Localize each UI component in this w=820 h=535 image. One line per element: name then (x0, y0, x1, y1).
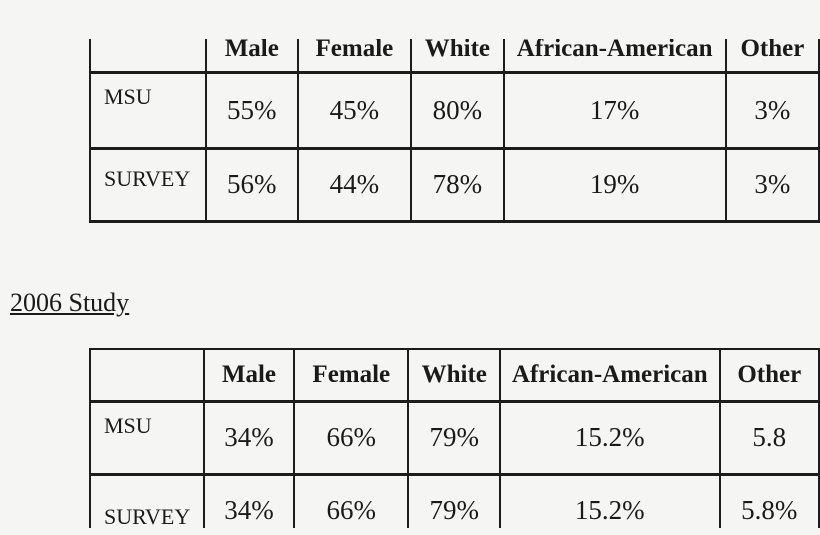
cell-msu-male: 55% (204, 72, 299, 150)
cell-survey-female: 66% (293, 474, 410, 528)
column-header-other: Other (724, 39, 820, 74)
column-header-male: Male (202, 348, 296, 403)
row-label-msu: MSU (89, 72, 207, 150)
table-row-survey: SURVEY 56% 44% 78% 19% 3% (89, 148, 820, 223)
column-header-female: Female (296, 39, 413, 74)
row-label-survey: SURVEY (89, 148, 207, 223)
column-header-african-american: African-American (499, 348, 721, 403)
cell-msu-female: 66% (293, 401, 410, 476)
cell-msu-white: 79% (407, 401, 502, 476)
column-header-white: White (407, 348, 502, 403)
row-label-survey: SURVEY (89, 474, 205, 528)
top-demographics-table-container: Male Female White African-American Other… (89, 39, 820, 224)
cell-msu-white: 80% (410, 72, 505, 150)
column-header-male: Male (204, 39, 299, 74)
section-heading-2006-study: 2006 Study (10, 288, 130, 317)
cell-msu-other: 5.8 (718, 401, 820, 476)
cell-msu-other: 3% (724, 72, 820, 150)
cell-survey-white: 79% (407, 474, 502, 528)
cell-survey-other: 3% (724, 148, 820, 223)
column-header-female: Female (293, 348, 410, 403)
study-2006-table-container: Male Female White African-American Other… (89, 348, 820, 528)
table-row-header: Male Female White African-American Other (89, 348, 820, 403)
study-2006-table: Male Female White African-American Other… (89, 348, 820, 528)
corner-cell (89, 348, 205, 403)
cell-msu-female: 45% (296, 72, 413, 150)
column-header-white: White (410, 39, 505, 74)
corner-cell (89, 39, 207, 74)
top-demographics-table: Male Female White African-American Other… (89, 39, 820, 223)
cell-msu-male: 34% (202, 401, 296, 476)
cell-msu-african-american: 15.2% (499, 401, 721, 476)
cell-survey-white: 78% (410, 148, 505, 223)
table-row-msu: MSU 34% 66% 79% 15.2% 5.8 (89, 401, 820, 476)
cell-survey-african-american: 15.2% (499, 474, 721, 528)
cell-survey-male: 34% (202, 474, 296, 528)
cell-survey-other: 5.8% (718, 474, 820, 528)
column-header-other: Other (718, 348, 820, 403)
cell-survey-african-american: 19% (502, 148, 727, 223)
cell-survey-female: 44% (296, 148, 413, 223)
column-header-african-american: African-American (502, 39, 727, 74)
table-row-header: Male Female White African-American Other (89, 39, 820, 74)
cell-survey-male: 56% (204, 148, 299, 223)
table-row-survey: SURVEY 34% 66% 79% 15.2% 5.8% (89, 474, 820, 528)
table-row-msu: MSU 55% 45% 80% 17% 3% (89, 72, 820, 150)
row-label-msu: MSU (89, 401, 205, 476)
cell-msu-african-american: 17% (502, 72, 727, 150)
